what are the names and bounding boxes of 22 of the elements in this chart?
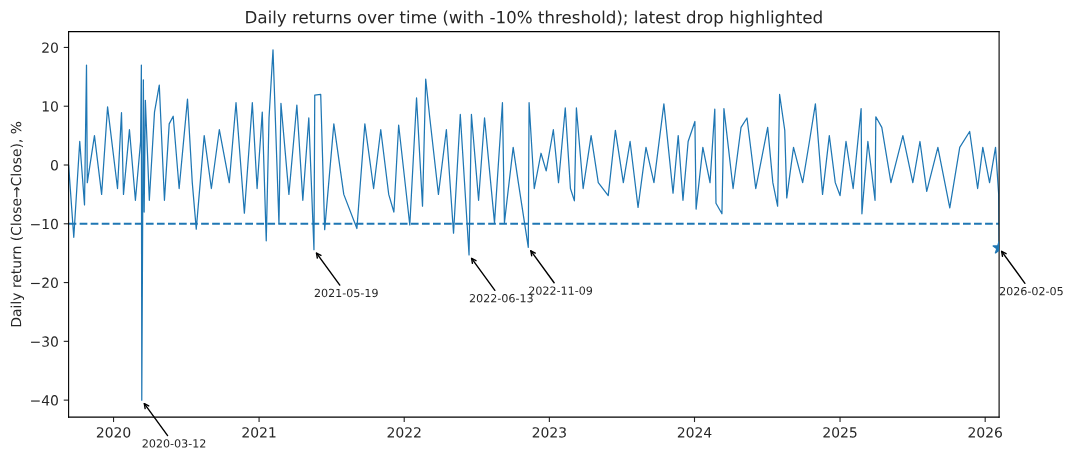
x-tick-label: 2025 [823,427,857,438]
y-tick-label: 10 [42,101,58,112]
chart-title: Daily returns over time (with -10% threshold); latest drop highlighted [246,10,822,27]
x-tick-label: 2022 [387,427,421,438]
x-tick-label: 2023 [532,427,566,438]
y-tick-label: −30 [31,336,58,347]
line-series [68,49,1000,401]
x-tick-label: 2026 [968,427,1002,438]
annotation: 2026-02-05 [999,286,1063,296]
annotation: 2020-03-12 [142,439,206,448]
x-tick-label: 2024 [677,427,712,438]
y-tick-label: 0 [50,159,58,171]
annotation: 2021-05-19 [314,288,378,298]
annotation: 2022-06-13 [469,294,533,303]
y-tick-label: 20 [42,42,58,53]
x-tick-label: 2021 [242,427,276,438]
y-tick-label: −10 [31,218,58,230]
annotation: 2022-11-09 [529,286,593,295]
x-tick-label: 2020 [96,427,131,438]
y-axis-title: Daily return (Close→Close), % [10,121,25,327]
y-tick-label: −40 [31,395,58,406]
y-tick-label: −20 [31,277,58,289]
